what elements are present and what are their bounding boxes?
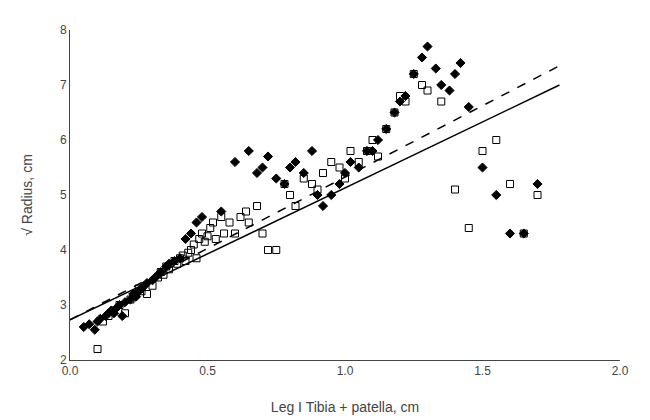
svg-text:0.5: 0.5 — [199, 364, 216, 378]
svg-text:8: 8 — [60, 23, 67, 37]
svg-text:7: 7 — [60, 78, 67, 92]
svg-text:Leg I Tibia + patella, cm: Leg I Tibia + patella, cm — [271, 399, 419, 415]
svg-text:4: 4 — [60, 243, 67, 257]
svg-text:3: 3 — [60, 298, 67, 312]
svg-text:2: 2 — [60, 353, 67, 367]
svg-text:5: 5 — [60, 188, 67, 202]
svg-text:√ Radius, cm: √ Radius, cm — [19, 154, 35, 236]
svg-text:1.5: 1.5 — [474, 364, 491, 378]
svg-text:1.0: 1.0 — [337, 364, 354, 378]
svg-text:6: 6 — [60, 133, 67, 147]
svg-text:2.0: 2.0 — [612, 364, 629, 378]
svg-text:0.0: 0.0 — [62, 364, 79, 378]
